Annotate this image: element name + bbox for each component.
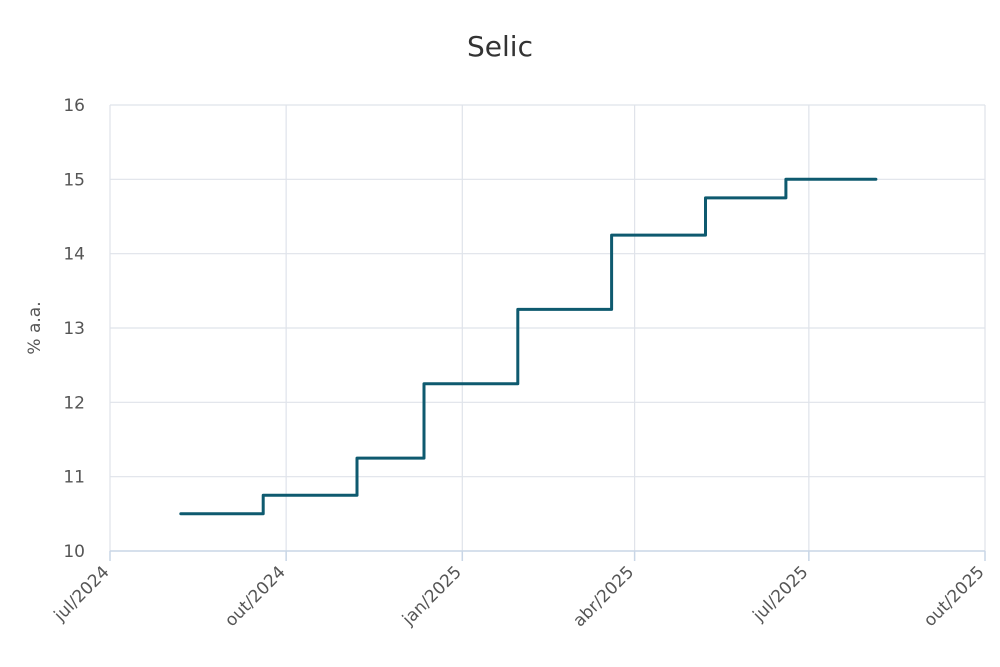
y-tick-label: 14 [63, 245, 85, 265]
x-tick-label: abr/2025 [569, 562, 638, 631]
x-tick-label: jul/2024 [50, 562, 114, 626]
y-tick-label: 10 [63, 542, 85, 562]
y-tick-label: 13 [63, 319, 85, 339]
x-tick-label: out/2024 [221, 562, 289, 630]
series-line-selic [179, 177, 878, 516]
x-tick-label: out/2025 [920, 562, 988, 630]
x-tick-label: jan/2025 [398, 562, 466, 630]
y-tick-labels: 10 11 12 13 14 15 16 [63, 96, 85, 562]
axes [109, 550, 986, 561]
y-tick-label: 16 [63, 96, 85, 116]
series-group [179, 177, 878, 516]
x-tick-labels: jul/2024 out/2024 jan/2025 abr/2025 jul/2025… [50, 562, 989, 631]
y-tick-label: 12 [63, 393, 85, 413]
chart-title: Selic [467, 30, 533, 63]
y-axis-label: % a.a. [25, 301, 45, 354]
y-tick-label: 15 [63, 170, 85, 190]
y-gridlines [110, 104, 985, 478]
x-tick-label: jul/2025 [749, 562, 813, 626]
y-tick-label: 11 [63, 468, 85, 488]
